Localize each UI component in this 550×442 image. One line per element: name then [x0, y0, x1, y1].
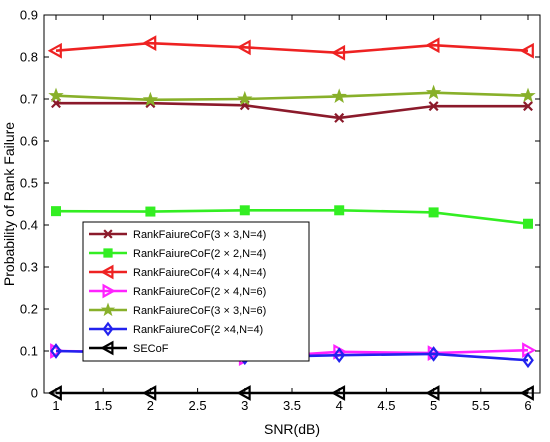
data-point — [142, 91, 159, 107]
data-point — [145, 206, 156, 217]
x-tick-label: 2.5 — [189, 398, 207, 413]
data-point — [427, 346, 440, 362]
series-5 — [48, 84, 536, 107]
legend-label: RankFaiureCoF(2 × 2,N=4) — [133, 248, 266, 260]
data-point — [47, 385, 62, 401]
x-tick-label: 5 — [430, 398, 437, 413]
y-axis-ticks: 0 0.1 0.2 0.3 0.4 0.5 0.6 0.7 0.8 0.9 — [20, 8, 540, 401]
y-axis-title: Probability of Rank Failure — [1, 122, 17, 286]
data-point — [236, 39, 251, 56]
data-point — [523, 218, 533, 229]
data-point — [239, 205, 250, 216]
y-tick-label: 0.1 — [20, 344, 38, 359]
legend-swatch-marker — [102, 283, 116, 299]
data-point — [47, 42, 62, 59]
legend-swatch-marker — [100, 264, 114, 280]
legend-entry: RankFaiureCoF(3 × 3,N=6) — [89, 302, 266, 317]
legend: RankFaiureCoF(3 × 3,N=4) RankFaiureCoF(2 … — [82, 221, 310, 362]
data-point — [428, 207, 439, 218]
y-tick-label: 0.9 — [20, 8, 38, 23]
x-tick-label: 3.5 — [283, 398, 301, 413]
legend-entry: RankFaiureCoF(2 ×4,N=4) — [89, 321, 263, 337]
series-line — [55, 91, 529, 102]
x-tick-label: 2 — [147, 398, 154, 413]
legend-swatch-marker — [102, 321, 114, 337]
y-tick-label: 0.6 — [20, 134, 38, 149]
data-point — [330, 44, 346, 61]
data-point — [48, 87, 64, 103]
legend-label: RankFaiureCoF(3 × 3,N=6) — [133, 305, 266, 317]
data-point — [522, 352, 534, 369]
y-tick-label: 0.3 — [20, 260, 38, 275]
x-tick-label: 5.5 — [472, 398, 490, 413]
series-3 — [47, 35, 534, 61]
y-tick-label: 0.5 — [20, 176, 38, 191]
legend-label: RankFaiureCoF(3 × 3,N=4) — [133, 229, 266, 241]
x-tick-label: 3 — [241, 398, 248, 413]
data-point — [334, 205, 345, 216]
y-tick-label: 0.2 — [20, 302, 38, 317]
data-point — [51, 206, 61, 217]
legend-entry: SECoF — [89, 340, 169, 356]
y-tick-label: 0.7 — [20, 92, 38, 107]
data-point — [142, 385, 157, 401]
series-line — [56, 101, 528, 120]
legend-swatch-marker — [103, 248, 113, 258]
x-tick-label: 4 — [336, 398, 343, 413]
y-tick-label: 0 — [31, 386, 38, 401]
data-point — [425, 385, 440, 401]
data-point — [519, 42, 534, 59]
data-point — [425, 84, 442, 100]
series-line — [55, 209, 529, 226]
data-point — [142, 35, 157, 52]
series-line — [55, 41, 529, 55]
data-point — [334, 112, 345, 123]
legend-entry: RankFaiureCoF(3 × 3,N=4) — [89, 229, 266, 241]
data-point — [519, 385, 534, 401]
data-point — [522, 342, 537, 359]
x-tick-label: 1 — [52, 398, 59, 413]
data-point — [523, 101, 533, 112]
x-axis-title: SNR(dB) — [264, 421, 320, 437]
data-point — [333, 347, 346, 364]
series-7 — [47, 385, 534, 401]
y-tick-label: 0.4 — [20, 218, 38, 233]
series-2 — [51, 205, 533, 229]
data-point — [236, 385, 251, 401]
legend-entry: RankFaiureCoF(4 × 4,N=4) — [89, 264, 266, 280]
legend-swatch-marker — [103, 229, 113, 239]
data-point — [520, 87, 536, 103]
data-point — [428, 101, 439, 112]
data-point — [330, 385, 346, 401]
data-point — [425, 37, 440, 54]
legend-swatch-marker — [100, 302, 116, 317]
x-tick-label: 4.5 — [377, 398, 395, 413]
legend-entry: RankFaiureCoF(2 × 2,N=4) — [89, 248, 266, 260]
legend-label: RankFaiureCoF(2 × 4,N=6) — [133, 286, 266, 298]
data-point — [50, 343, 62, 359]
data-point — [331, 88, 347, 104]
legend-label: RankFaiureCoF(2 ×4,N=4) — [133, 324, 263, 336]
data-point — [237, 90, 253, 106]
y-tick-label: 0.8 — [20, 50, 38, 65]
legend-label: RankFaiureCoF(4 × 4,N=4) — [133, 267, 266, 279]
x-tick-label: 6 — [524, 398, 531, 413]
legend-entry: RankFaiureCoF(2 × 4,N=6) — [89, 283, 266, 299]
legend-label: SECoF — [133, 343, 169, 355]
x-tick-label: 1.5 — [94, 398, 112, 413]
legend-swatch-marker — [100, 340, 114, 356]
